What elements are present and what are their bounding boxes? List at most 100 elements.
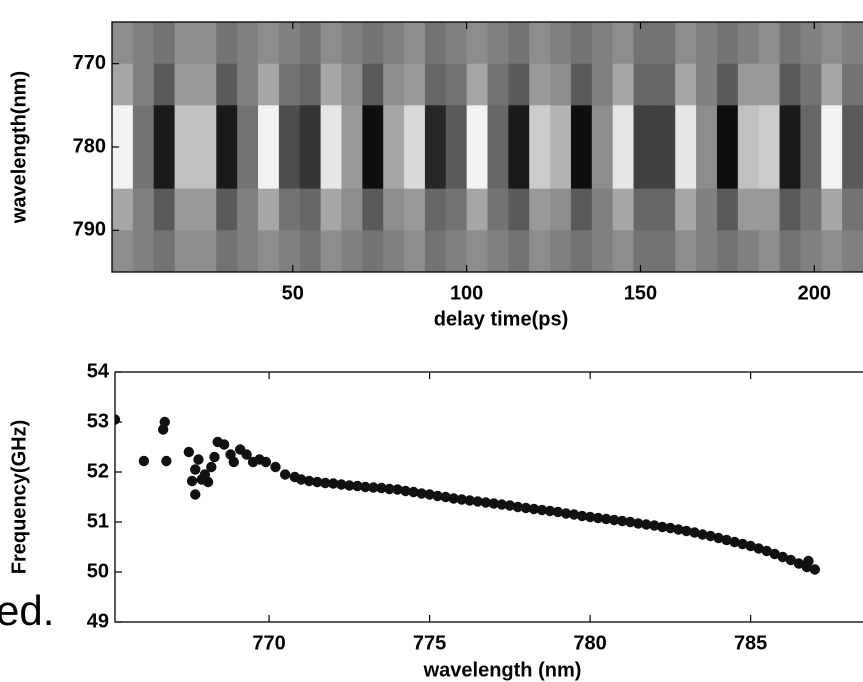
y-tick-label: 53: [87, 410, 109, 432]
heatmap-cell: [278, 147, 301, 190]
heatmap-cell: [591, 105, 614, 148]
heatmap-cell: [696, 188, 718, 231]
x-tick-label: 200: [798, 282, 831, 304]
heatmap-cell: [132, 188, 155, 231]
scatter-point: [713, 532, 724, 544]
heatmap-cell: [508, 147, 530, 190]
scatter-point: [633, 518, 644, 529]
scatter-point: [193, 454, 204, 465]
heatmap-cell: [800, 105, 822, 148]
heatmap-cell: [550, 147, 572, 190]
heatmap-cell: [612, 22, 635, 65]
heatmap-cell: [633, 188, 655, 231]
heatmap-cell: [800, 63, 822, 106]
heatmap-cell: [278, 105, 301, 148]
heatmap-cell: [216, 147, 238, 190]
heatmap-cell: [445, 147, 468, 190]
heatmap-cell: [487, 230, 509, 272]
scatter-point: [312, 476, 323, 488]
heatmap-cell: [675, 22, 697, 65]
heatmap-cell: [466, 230, 489, 272]
scatter-point: [512, 501, 524, 513]
scatter-point: [785, 554, 796, 566]
scatter-point: [320, 477, 331, 489]
scatter-point: [464, 495, 475, 506]
scatter-point: [448, 493, 459, 504]
heatmap-cell: [195, 105, 217, 148]
heatmap-cell: [508, 22, 530, 65]
heatmap-cell: [529, 188, 551, 231]
heatmap-cell: [842, 188, 863, 231]
heatmap-cell: [362, 105, 384, 148]
heatmap-cell: [800, 230, 822, 272]
heatmap-cell: [550, 22, 572, 65]
heatmap-cell: [383, 230, 405, 272]
scatter-point: [202, 476, 214, 488]
heatmap-cell: [216, 188, 238, 231]
heatmap-cell: [821, 63, 843, 106]
heatmap-cell: [258, 147, 280, 190]
heatmap-cell: [341, 63, 363, 106]
heatmap-cell: [195, 230, 217, 272]
scatter-point: [408, 486, 419, 498]
scatter-point: [584, 511, 596, 523]
heatmap-cell: [341, 105, 363, 148]
scatter-point: [400, 485, 411, 497]
scatter-point: [209, 451, 220, 463]
scatter-point: [793, 558, 804, 569]
heatmap-cell: [299, 63, 322, 106]
heatmap-cell: [112, 188, 134, 231]
heatmap-cell: [424, 188, 447, 231]
heatmap-cell: [466, 147, 489, 190]
plot-area: [115, 414, 821, 575]
y-tick-label: 54: [87, 360, 110, 382]
heatmap-cell: [299, 22, 322, 65]
heatmap-cell: [487, 105, 509, 148]
heatmap-cell: [341, 230, 363, 272]
heatmap-cell: [216, 230, 238, 272]
heatmap-cell: [341, 22, 363, 65]
y-tick-label: 52: [87, 460, 109, 482]
heatmap-cell: [654, 188, 676, 231]
heatmap-cell: [424, 63, 447, 106]
heatmap-cell: [612, 63, 635, 106]
heatmap-cell: [445, 105, 468, 148]
heatmap-cell: [800, 188, 822, 231]
scatter-point: [186, 475, 198, 487]
heatmap-cell: [299, 105, 322, 148]
scatter-point: [352, 480, 363, 492]
heatmap-cell: [758, 22, 781, 65]
scatter-point: [183, 446, 195, 458]
heatmap-cell: [320, 63, 343, 106]
heatmap-cell: [404, 63, 426, 106]
heatmap-cell: [779, 230, 802, 272]
heatmap-cell: [654, 147, 676, 190]
scatter-point: [384, 483, 395, 495]
heatmap-cell: [779, 63, 802, 106]
heatmap-cell: [341, 147, 363, 190]
heatmap-cell: [112, 230, 134, 272]
heatmap-cell: [821, 147, 843, 190]
heatmap-cell: [153, 188, 176, 231]
heatmap-cell: [153, 105, 176, 148]
scatter-point: [544, 505, 556, 517]
x-axis-label: wavelength (nm): [423, 659, 582, 681]
heatmap-cell: [591, 230, 614, 272]
heatmap-cell: [278, 230, 301, 272]
heatmap-cell: [779, 188, 802, 231]
heatmap-cell: [383, 147, 405, 190]
heatmap-cell: [404, 22, 426, 65]
heatmap-cell: [320, 230, 343, 272]
heatmap-cell: [278, 188, 301, 231]
scatter-point: [520, 502, 532, 514]
heatmap-cell: [633, 147, 655, 190]
heatmap-cell: [758, 230, 781, 272]
scatter-point: [745, 540, 756, 552]
x-tick-label: 785: [734, 632, 767, 654]
scatter-point: [592, 512, 604, 524]
heatmap-cell: [675, 105, 697, 148]
heatmap-cell: [258, 230, 280, 272]
heatmap-cell: [383, 105, 405, 148]
scatter-point: [416, 488, 427, 499]
